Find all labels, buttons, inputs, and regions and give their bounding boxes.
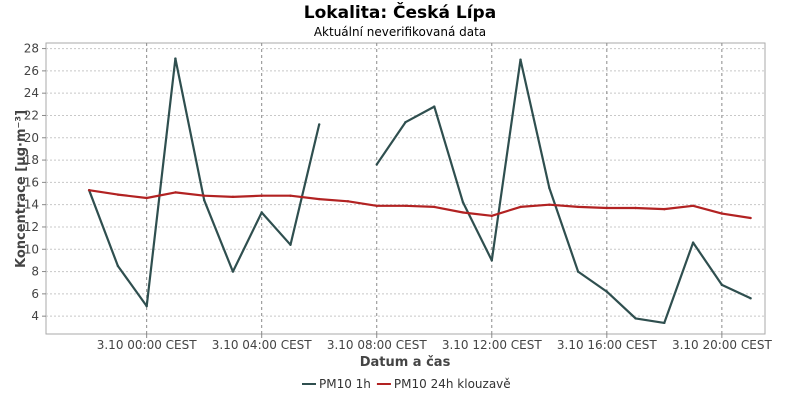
y-tick-label: 4: [31, 309, 39, 323]
series-0: [87, 57, 752, 325]
y-tick-label: 18: [24, 153, 39, 167]
axes: 4 6 8 10 12 14 16 18 20 22 24 26 28 3.10 00:00 CEST 3.…: [24, 42, 773, 352]
y-tick-label: 12: [24, 220, 39, 234]
y-tick-label: 14: [24, 198, 39, 212]
legend-label: PM10 1h: [319, 377, 371, 391]
y-tick-label: 24: [24, 86, 39, 100]
plot-area: [45, 42, 766, 335]
legend-label: PM10 24h klouzavě: [394, 377, 511, 391]
y-tick-label: 6: [31, 287, 39, 301]
series-line: [375, 58, 752, 324]
y-tick-label: 28: [24, 42, 39, 56]
y-tick-label: 16: [24, 175, 39, 189]
grid: [46, 43, 765, 334]
chart-title: Lokalita: Česká Lípa: [304, 1, 496, 23]
legend-item: PM10 1h: [302, 377, 371, 391]
chart-subtitle: Aktuální neverifikovaná data: [314, 25, 486, 39]
x-tick-label: 3.10 16:00 CEST: [557, 338, 658, 352]
y-tick-label: 8: [31, 265, 39, 279]
y-tick-label: 26: [24, 64, 39, 78]
x-tick-label: 3.10 00:00 CEST: [97, 338, 198, 352]
series-line: [88, 57, 321, 308]
legend: PM10 1h PM10 24h klouzavě: [302, 377, 511, 391]
x-tick-label: 3.10 08:00 CEST: [327, 338, 428, 352]
series-line: [88, 189, 751, 220]
x-tick-label: 3.10 04:00 CEST: [212, 338, 313, 352]
y-axis-title: Koncentrace [µg·m⁻³]: [14, 110, 29, 268]
series-1: [87, 188, 752, 220]
series-layer: [87, 57, 752, 325]
y-tick-label: 22: [24, 108, 39, 122]
x-axis-title: Datum a čas: [360, 355, 451, 370]
x-tick-label: 3.10 20:00 CEST: [672, 338, 773, 352]
legend-item: PM10 24h klouzavě: [376, 377, 511, 391]
y-tick-label: 20: [24, 131, 39, 145]
x-tick-label: 3.10 12:00 CEST: [442, 338, 543, 352]
y-tick-label: 10: [24, 242, 39, 256]
